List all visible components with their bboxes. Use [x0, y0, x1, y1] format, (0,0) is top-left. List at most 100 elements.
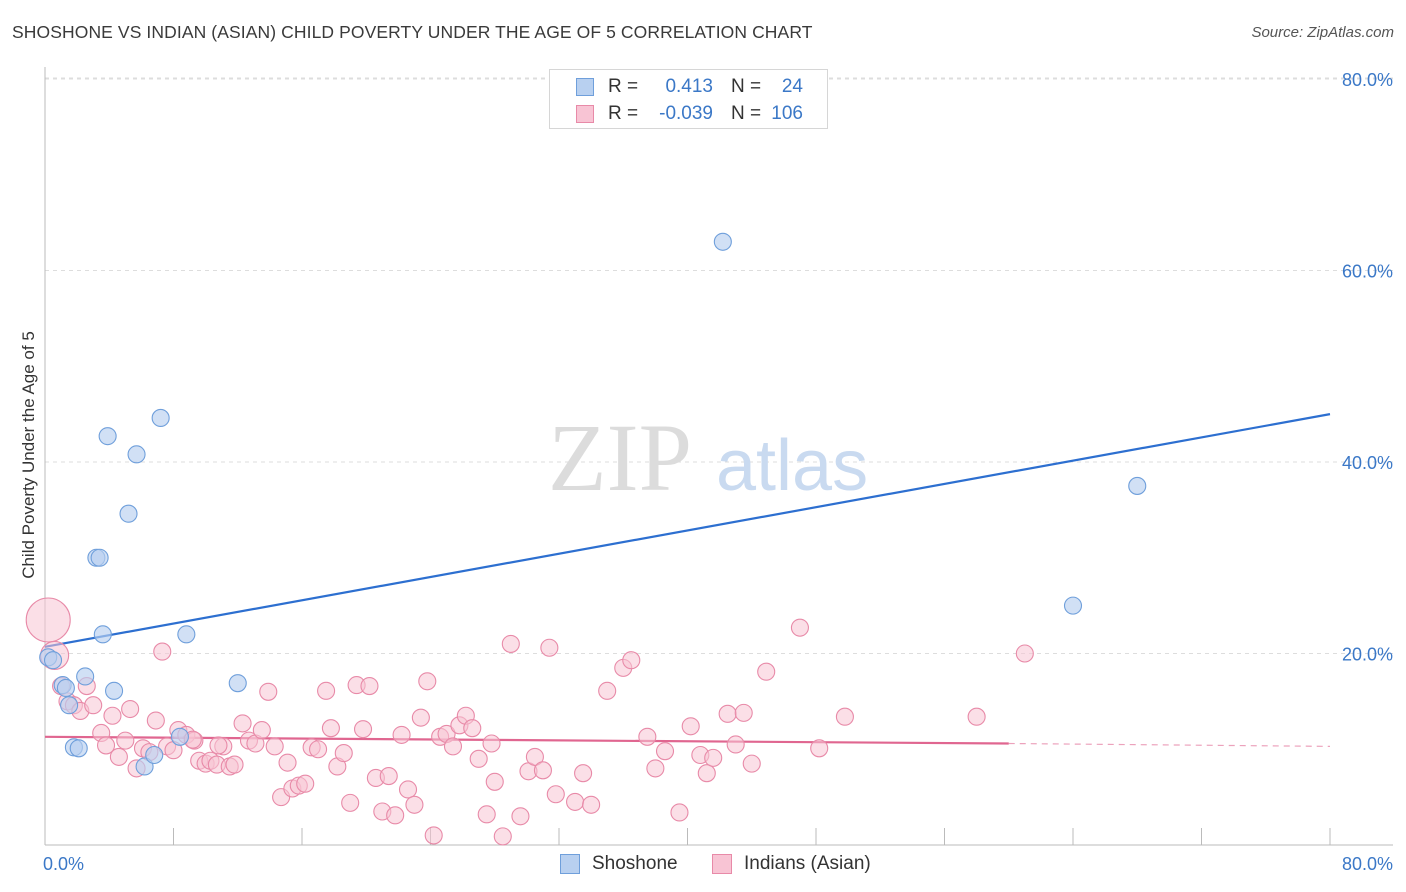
indian-point	[469, 749, 488, 768]
indian-point	[463, 719, 482, 738]
x-tick-label: 0.0%	[43, 854, 84, 874]
shoshone-point	[60, 696, 79, 715]
indian-point	[697, 764, 716, 783]
legend-swatch-shoshone	[576, 78, 594, 96]
indian-points	[25, 597, 1034, 846]
indian-trendline	[44, 735, 1009, 745]
legend-r-value: -0.039	[659, 103, 713, 124]
indian-point	[341, 793, 360, 812]
indian-point	[398, 780, 418, 799]
indian-point	[353, 720, 373, 739]
shoshone-point	[76, 667, 95, 686]
shoshone-point	[127, 445, 146, 464]
indian-point	[96, 736, 116, 755]
indian-point	[726, 735, 745, 754]
shoshone-points	[39, 232, 1147, 776]
indian-point	[638, 727, 657, 746]
indian-point	[525, 747, 544, 766]
indian-point	[718, 704, 737, 723]
shoshone-point	[43, 651, 63, 670]
watermark: ZIP atlas	[548, 404, 868, 511]
shoshone-point	[56, 678, 75, 698]
indian-point	[360, 677, 379, 696]
legend-r-label: R =	[608, 76, 639, 97]
indian-point	[321, 719, 340, 738]
shoshone-point	[170, 727, 189, 746]
chart-title: SHOSHONE VS INDIAN (ASIAN) CHILD POVERTY…	[12, 22, 813, 42]
indian-point	[582, 795, 601, 814]
shoshone-point	[119, 504, 138, 523]
indian-point	[493, 827, 512, 846]
indian-point	[757, 662, 776, 681]
indian-point	[411, 708, 430, 727]
legend-n-label: N =	[731, 76, 762, 97]
indian-point	[546, 785, 565, 804]
bottom-label-indian: Indians (Asian)	[744, 853, 871, 874]
shoshone-point	[93, 625, 112, 644]
shoshone-point	[69, 739, 88, 758]
indian-point	[511, 807, 530, 826]
indian-point	[646, 759, 665, 778]
indian-point	[482, 734, 501, 753]
indian-point	[742, 754, 761, 773]
indian-point	[424, 826, 443, 845]
y-tick-label: 20.0%	[1342, 645, 1393, 665]
indian-point	[84, 696, 103, 715]
shoshone-trendline	[44, 413, 1331, 648]
indian-point	[379, 767, 398, 786]
indian-point	[418, 672, 437, 691]
indian-point	[443, 737, 463, 756]
indian-point	[835, 707, 854, 726]
indian-point	[146, 711, 165, 730]
indian-point	[278, 753, 297, 772]
shoshone-point	[1063, 596, 1083, 615]
indian-point	[116, 731, 135, 750]
shoshone-point	[98, 427, 117, 446]
indian-point	[540, 638, 559, 657]
bottom-swatch-indian	[712, 854, 732, 874]
correlation-legend: R = 0.413 N = 24 R = -0.039 N = 106	[549, 69, 828, 129]
indian-point	[681, 717, 700, 736]
indian-point	[598, 681, 617, 700]
y-tick-label: 60.0%	[1342, 262, 1393, 282]
indian-point	[1015, 644, 1034, 663]
x-tick-label: 80.0%	[1342, 854, 1393, 874]
source-label: Source: ZipAtlas.com	[1251, 24, 1394, 41]
indian-point	[317, 681, 336, 700]
indian-point	[704, 748, 723, 767]
shoshone-point	[90, 548, 109, 567]
indian-point	[622, 651, 641, 670]
indian-point	[734, 703, 753, 722]
indian-point	[252, 721, 271, 740]
shoshone-point	[151, 408, 170, 428]
legend-row-indian: R = -0.039 N = 106	[550, 101, 829, 127]
indian-point	[209, 736, 228, 755]
indian-point	[259, 682, 278, 701]
indian-point	[485, 772, 504, 791]
indian-point	[265, 737, 284, 756]
y-tick-label: 40.0%	[1342, 453, 1393, 473]
indian-point	[533, 761, 552, 780]
indian-point	[655, 742, 675, 761]
indian-point	[810, 739, 829, 758]
bottom-label-shoshone: Shoshone	[592, 853, 678, 874]
shoshone-point	[105, 681, 124, 700]
legend-r-label: R =	[608, 103, 639, 124]
indian-trendline-extension	[1008, 742, 1331, 747]
y-tick-labels: 20.0% 40.0% 60.0% 80.0%	[1342, 70, 1393, 665]
indian-point	[477, 805, 496, 824]
indian-point	[405, 795, 424, 814]
shoshone-point	[228, 674, 247, 693]
indian-point	[967, 707, 986, 726]
legend-n-value: 106	[771, 103, 803, 124]
indian-point	[225, 755, 244, 774]
indian-point	[334, 744, 353, 763]
indian-point	[121, 699, 140, 719]
legend-row-shoshone: R = 0.413 N = 24	[550, 74, 829, 100]
indian-point	[309, 740, 328, 759]
indian-point	[296, 774, 315, 793]
legend-n-label: N =	[731, 103, 762, 124]
shoshone-point	[1128, 476, 1147, 495]
indian-point	[109, 747, 128, 766]
